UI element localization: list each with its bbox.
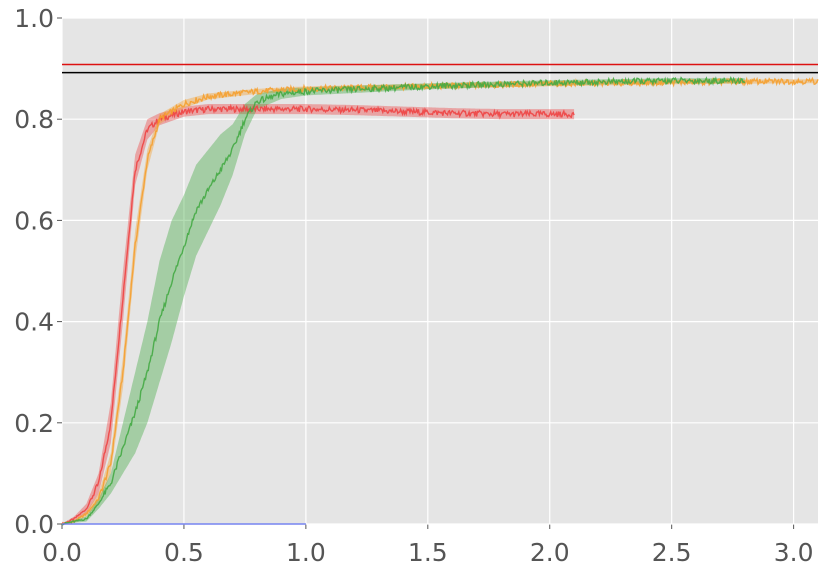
- x-tick-label: 1.0: [286, 538, 326, 567]
- series-lines: [61, 75, 819, 526]
- x-tick-label: 1.5: [408, 538, 448, 567]
- y-tick-label: 0.0: [14, 510, 54, 539]
- reference-lines: [62, 63, 818, 74]
- x-tick-label: 2.5: [652, 538, 692, 567]
- y-tick-label: 1.0: [14, 4, 54, 33]
- series-line: [61, 75, 746, 526]
- series-line: [61, 76, 819, 525]
- x-axis-tick-labels: 0.0 0.5 1.0 1.5 2.0 2.5 3.0: [42, 538, 813, 567]
- x-tick-label: 2.0: [530, 538, 570, 567]
- y-axis-tick-labels: 0.0 0.2 0.4 0.6 0.8 1.0: [14, 4, 54, 539]
- plot-area: [62, 18, 818, 524]
- x-tick-label: 0.5: [164, 538, 204, 567]
- x-tick-label: 0.0: [42, 538, 82, 567]
- series-line: [61, 103, 575, 526]
- y-tick-label: 0.2: [14, 409, 54, 438]
- grid-lines: [57, 17, 818, 529]
- x-tick-label: 3.0: [774, 538, 814, 567]
- y-tick-label: 0.6: [14, 206, 54, 235]
- y-tick-label: 0.8: [14, 105, 54, 134]
- y-tick-label: 0.4: [14, 308, 54, 337]
